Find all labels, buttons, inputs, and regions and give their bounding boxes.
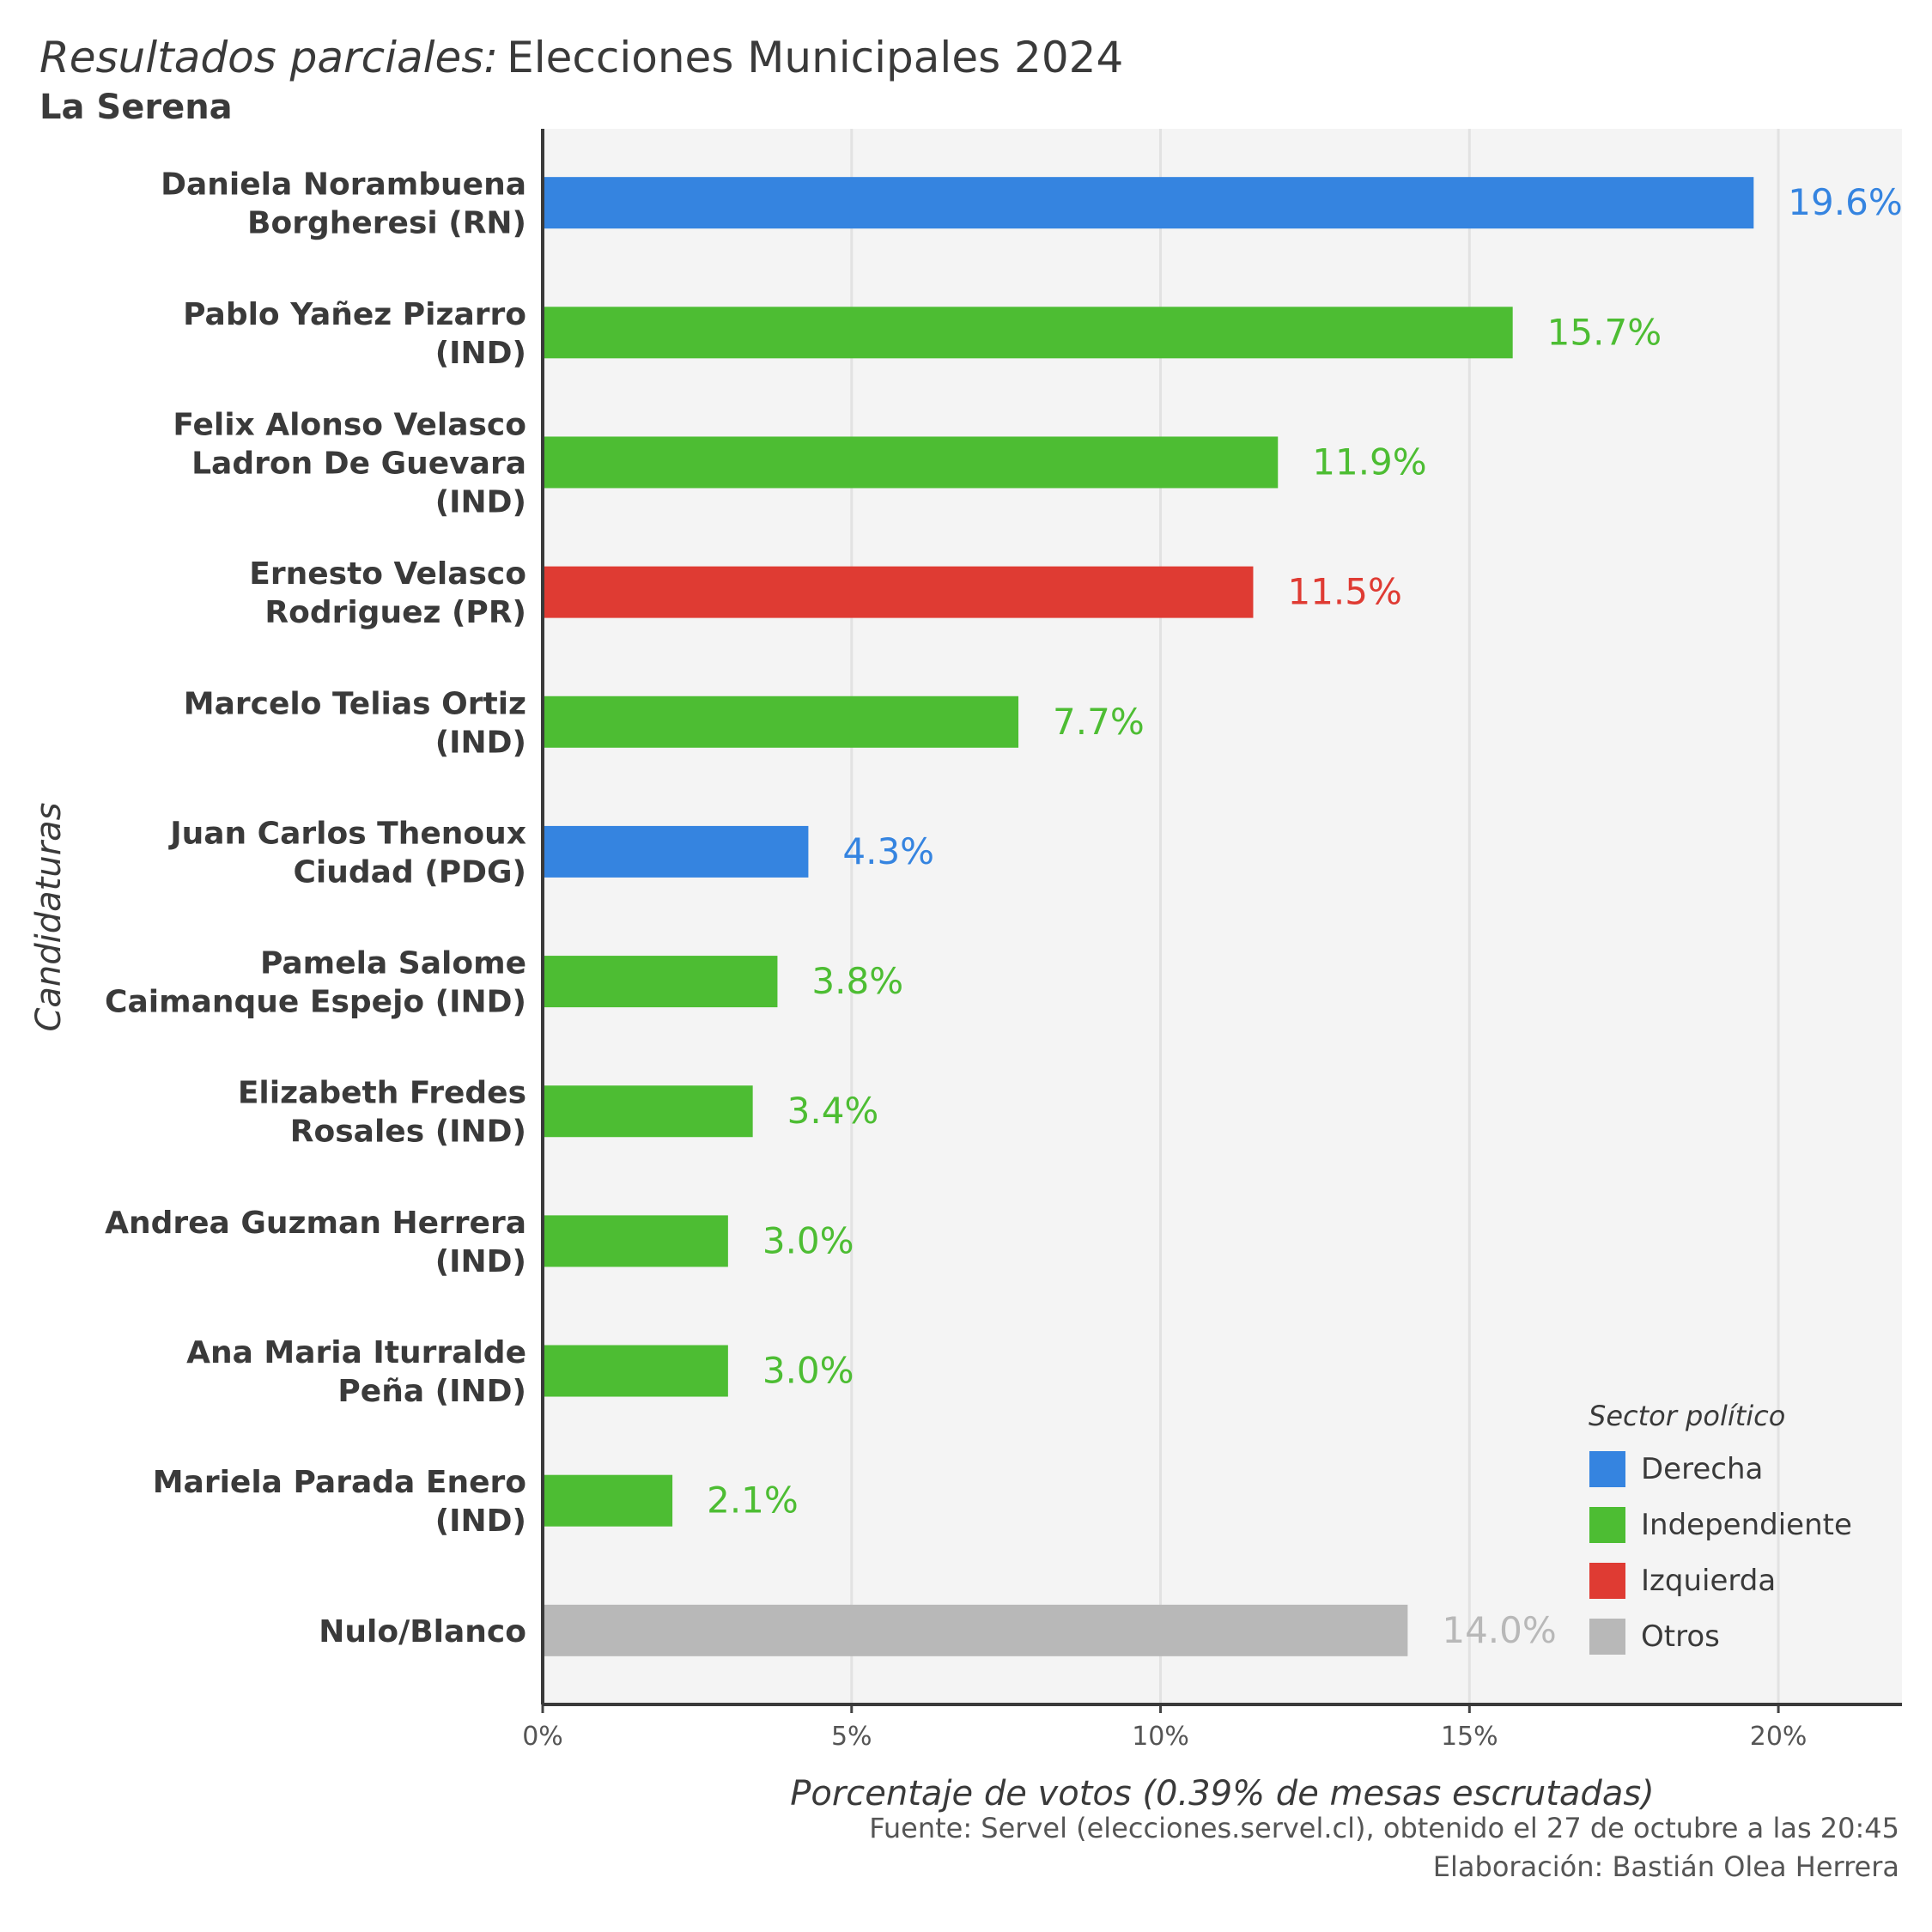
y-tick-label: (IND): [435, 725, 526, 760]
bar: [543, 436, 1279, 489]
y-axis-title: Candidaturas: [29, 802, 69, 1031]
legend-label: Izquierda: [1641, 1564, 1776, 1598]
legend-label: Derecha: [1641, 1452, 1763, 1486]
data-label: 2.1%: [707, 1479, 799, 1522]
x-tick-label: 15%: [1441, 1722, 1498, 1752]
y-tick-label: Pablo Yañez Pizarro: [183, 297, 526, 332]
y-tick-label: Daniela Norambuena: [161, 167, 526, 203]
data-label: 3.8%: [811, 960, 903, 1002]
data-label: 11.5%: [1287, 571, 1401, 613]
bar: [543, 177, 1754, 229]
y-tick-label: Mariela Parada Enero: [153, 1465, 526, 1500]
legend-label: Independiente: [1641, 1508, 1852, 1542]
legend-swatch: [1589, 1619, 1625, 1655]
bar: [543, 1474, 673, 1527]
bar: [543, 956, 778, 1008]
y-tick-label: Peña (IND): [337, 1374, 526, 1409]
chart-title: Resultados parciales: Elecciones Municipa…: [39, 33, 1123, 82]
y-tick-label: Pamela Salome: [260, 946, 526, 981]
chart-subtitle: La Serena: [39, 88, 233, 127]
data-label: 3.0%: [762, 1219, 854, 1261]
x-tick-label: 20%: [1750, 1722, 1807, 1752]
bar: [543, 825, 809, 878]
y-tick-label: (IND): [435, 1244, 526, 1279]
x-axis-title: Porcentaje de votos (0.39% de mesas escr…: [790, 1774, 1655, 1814]
y-tick-label: Rosales (IND): [290, 1115, 526, 1150]
data-label: 11.9%: [1312, 440, 1426, 483]
x-tick-label: 5%: [831, 1722, 872, 1752]
y-tick-label: Ladron De Guevara: [191, 446, 526, 481]
author-caption: Elaboración: Bastián Olea Herrera: [1432, 1850, 1899, 1883]
data-label: 3.4%: [787, 1090, 879, 1132]
x-tick-label: 10%: [1132, 1722, 1189, 1752]
bar: [543, 307, 1513, 359]
legend-swatch: [1589, 1507, 1625, 1543]
y-tick-label: Andrea Guzman Herrera: [105, 1206, 526, 1241]
legend-swatch: [1589, 1563, 1625, 1599]
y-tick-label: Ernesto Velasco: [249, 556, 526, 592]
y-tick-label: Ana Maria Iturralde: [186, 1335, 526, 1370]
y-tick-label: (IND): [435, 336, 526, 371]
bar: [543, 1215, 728, 1267]
x-tick-label: 0%: [522, 1722, 563, 1752]
data-label: 4.3%: [842, 830, 934, 872]
data-label: 19.6%: [1788, 181, 1902, 223]
chart-title-rest: Elecciones Municipales 2024: [507, 33, 1124, 82]
bar: [543, 1604, 1408, 1656]
data-label: 14.0%: [1442, 1609, 1556, 1651]
plot-panel: [543, 129, 1902, 1704]
legend-label: Otros: [1641, 1619, 1720, 1654]
chart-title-italic: Resultados parciales:: [39, 33, 499, 82]
data-label: 15.7%: [1547, 311, 1662, 353]
y-tick-label: Elizabeth Fredes: [238, 1076, 526, 1111]
source-caption: Fuente: Servel (elecciones.servel.cl), o…: [869, 1812, 1899, 1844]
y-tick-label: Rodriguez (PR): [264, 595, 526, 630]
bar: [543, 1085, 753, 1138]
legend-swatch: [1589, 1451, 1625, 1487]
bar: [543, 696, 1019, 748]
data-label: 7.7%: [1053, 701, 1145, 743]
y-tick-label: Ciudad (PDG): [294, 854, 526, 890]
y-tick-label: Felix Alonso Velasco: [173, 407, 526, 442]
y-tick-label: Nulo/Blanco: [319, 1614, 526, 1649]
legend-title: Sector político: [1589, 1400, 1785, 1432]
y-tick-label: Caimanque Espejo (IND): [105, 985, 526, 1020]
y-tick-label: (IND): [435, 1504, 526, 1539]
y-tick-label: Marcelo Telias Ortiz: [184, 686, 526, 721]
data-label: 3.0%: [762, 1350, 854, 1392]
bar: [543, 1345, 728, 1397]
y-tick-label: Juan Carlos Thenoux: [167, 816, 526, 851]
y-tick-label: (IND): [435, 484, 526, 519]
bar: [543, 566, 1254, 618]
y-tick-label: Borgheresi (RN): [247, 206, 526, 241]
